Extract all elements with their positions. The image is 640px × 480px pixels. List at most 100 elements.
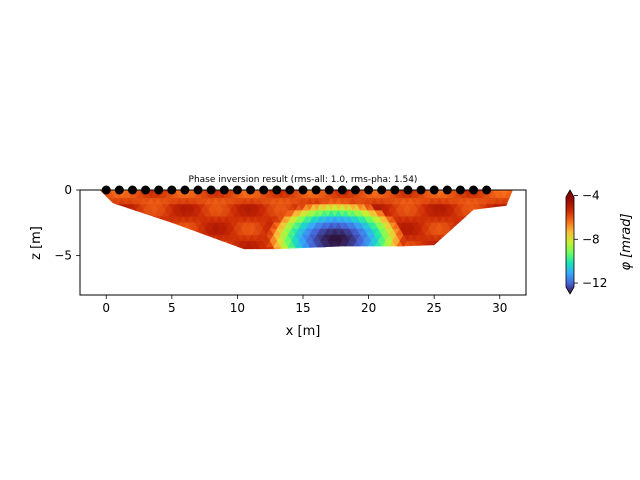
electrode-marker <box>416 185 426 195</box>
mesh-cell <box>128 228 137 236</box>
mesh-cell <box>215 240 224 248</box>
mesh-cell <box>500 190 509 193</box>
mesh-cell <box>274 254 281 260</box>
mesh-cell <box>403 254 410 260</box>
mesh-cell <box>494 254 501 260</box>
mesh-cell <box>334 246 343 250</box>
mesh-cell <box>115 254 122 260</box>
mesh-cell <box>460 234 469 242</box>
mesh-cell <box>312 246 321 250</box>
mesh-cell <box>161 234 170 242</box>
mesh-cell <box>143 216 152 224</box>
electrode-marker <box>311 185 321 195</box>
mesh-cell <box>417 247 426 250</box>
mesh-cell <box>153 241 163 248</box>
mesh-cell <box>200 247 210 250</box>
mesh-cell <box>457 234 466 242</box>
electrode-marker <box>141 185 151 195</box>
mesh-cell <box>447 254 454 260</box>
mesh-cell <box>407 254 414 260</box>
mesh-cell <box>179 228 188 236</box>
mesh-cell <box>125 234 134 242</box>
mesh-cell <box>309 247 318 250</box>
mesh-cell <box>450 254 457 260</box>
mesh-cell <box>208 240 217 248</box>
mesh-cell <box>471 241 480 248</box>
mesh-cell <box>125 210 134 217</box>
mesh-cell <box>164 222 173 230</box>
mesh-cell <box>218 246 228 250</box>
x-tick-label: 25 <box>427 301 442 315</box>
mesh-cell <box>478 234 487 242</box>
mesh-cell <box>299 254 306 260</box>
mesh-cell <box>125 216 134 224</box>
mesh-cell <box>508 254 515 260</box>
mesh-cell <box>327 246 336 250</box>
mesh-cell <box>503 222 513 230</box>
mesh-cell <box>472 254 479 260</box>
mesh-cell <box>507 241 513 248</box>
mesh-cell <box>406 246 415 250</box>
mesh-cell <box>507 210 513 217</box>
mesh-cell <box>414 254 421 260</box>
mesh-cell <box>121 210 130 218</box>
mesh-cell <box>97 254 104 260</box>
mesh-cell <box>150 240 159 248</box>
mesh-cell <box>139 216 148 224</box>
mesh-cell <box>90 223 97 229</box>
electrode-marker <box>180 185 190 195</box>
mesh-cell <box>182 234 191 242</box>
mesh-cell <box>252 254 259 260</box>
mesh-cell <box>288 254 295 260</box>
mesh-cell <box>435 246 444 250</box>
mesh-cell <box>515 186 522 192</box>
mesh-cell <box>121 216 130 224</box>
mesh-cell <box>99 198 108 205</box>
mesh-cell <box>172 222 181 230</box>
mesh-cell <box>457 228 466 236</box>
mesh-cell <box>471 234 480 242</box>
mesh-cell <box>150 234 159 242</box>
mesh-cell <box>461 254 468 260</box>
mesh-cell <box>515 223 522 229</box>
mesh-cell <box>496 216 505 224</box>
mesh-cell <box>146 222 155 230</box>
electrode-marker <box>350 185 360 195</box>
mesh-cell <box>114 216 123 224</box>
electrode-marker <box>482 185 492 195</box>
mesh-cell <box>421 254 428 260</box>
x-tick-label: 15 <box>295 301 310 315</box>
mesh-cell <box>295 254 302 260</box>
mesh-cell <box>157 247 166 250</box>
x-tick-label: 5 <box>168 301 176 315</box>
mesh-cell <box>107 204 116 211</box>
mesh-cell <box>175 246 184 250</box>
mesh-cell <box>219 254 226 260</box>
mesh-cell <box>153 222 163 230</box>
mesh-cell <box>110 246 119 250</box>
mesh-cell <box>121 234 130 242</box>
mesh-cell <box>157 222 166 230</box>
mesh-cell <box>515 198 522 204</box>
mesh-cell <box>107 240 116 248</box>
mesh-cell <box>114 222 123 230</box>
mesh-cell <box>153 216 163 224</box>
mesh-cell <box>161 246 170 250</box>
mesh-cell <box>453 247 462 250</box>
mesh-cell <box>273 247 282 250</box>
mesh-cell <box>335 254 342 260</box>
mesh-cell <box>193 247 202 250</box>
mesh-cell <box>393 254 400 260</box>
mesh-cell <box>197 241 206 248</box>
mesh-cell <box>121 240 130 248</box>
electrode-marker <box>455 185 465 195</box>
mesh-cell <box>482 222 491 230</box>
mesh-cell <box>139 222 148 230</box>
mesh-cell <box>467 240 476 248</box>
mesh-cell <box>162 254 169 260</box>
mesh-cell <box>277 254 284 260</box>
mesh-cell <box>114 234 123 242</box>
mesh-cell <box>493 216 502 224</box>
colorbar-ticks: −4 −8 −12 <box>574 188 607 290</box>
mesh-cell <box>446 240 455 248</box>
